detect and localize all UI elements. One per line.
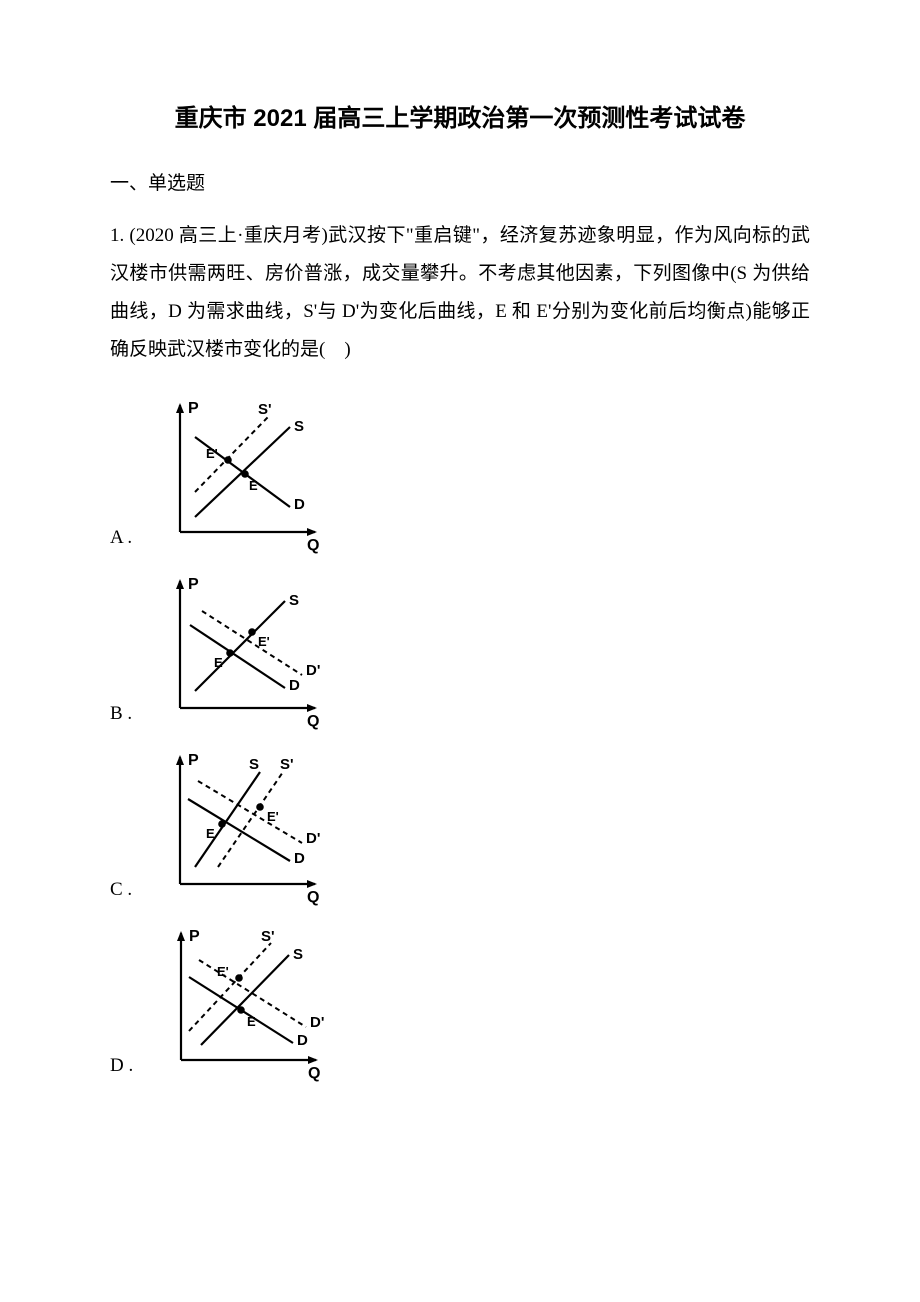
option-row: A . P Q S S' D E E' (110, 387, 810, 557)
svg-text:D: D (294, 850, 305, 867)
page-title: 重庆市 2021 届高三上学期政治第一次预测性考试试卷 (110, 100, 810, 138)
svg-text:D: D (294, 496, 305, 513)
options-container: A .PQSS'DEE'B .PQSDD'EE'C .PQSS'DD'EE'D … (110, 387, 810, 1085)
svg-text:D: D (289, 677, 300, 694)
svg-text:D: D (297, 1032, 308, 1049)
option-row: C . P Q S S' DD' E E' (110, 739, 810, 909)
svg-text:P: P (189, 928, 200, 945)
option-row: B . P Q S D D' E E' (110, 563, 810, 733)
svg-text:E: E (214, 655, 223, 670)
svg-text:Q: Q (307, 537, 319, 554)
option-label: B . (110, 703, 132, 733)
svg-text:S: S (249, 756, 259, 773)
option-label: A . (110, 527, 132, 557)
svg-text:E: E (206, 826, 215, 841)
svg-text:Q: Q (308, 1065, 320, 1082)
question-stem: 1. (2020 高三上·重庆月考)武汉按下"重启键"，经济复苏迹象明显，作为风… (110, 217, 810, 369)
supply-demand-chart: P Q S S' DD' E E' (141, 915, 341, 1085)
svg-text:S: S (294, 418, 304, 435)
svg-text:P: P (188, 400, 199, 417)
svg-text:E: E (247, 1014, 256, 1029)
section-heading: 一、单选题 (110, 168, 810, 195)
supply-demand-chart: P Q S S' D E E' (140, 387, 340, 557)
svg-text:S: S (293, 946, 303, 963)
svg-text:E': E' (217, 964, 229, 979)
svg-text:D': D' (310, 1014, 324, 1031)
supply-demand-chart: P Q S D D' E E' (140, 563, 340, 733)
svg-text:S': S' (258, 401, 272, 418)
svg-text:S: S (289, 592, 299, 609)
svg-text:E': E' (258, 634, 270, 649)
svg-text:E: E (249, 478, 258, 493)
svg-text:E': E' (267, 809, 279, 824)
svg-text:S': S' (261, 928, 275, 945)
svg-text:P: P (188, 576, 199, 593)
svg-text:Q: Q (307, 713, 319, 730)
svg-text:D': D' (306, 830, 320, 847)
supply-demand-chart: P Q S S' DD' E E' (140, 739, 340, 909)
svg-text:S': S' (280, 756, 294, 773)
option-label: C . (110, 879, 132, 909)
svg-text:D': D' (306, 662, 320, 679)
option-label: D . (110, 1055, 133, 1085)
svg-text:P: P (188, 752, 199, 769)
option-row: D . P Q S S' DD' E E' (110, 915, 810, 1085)
svg-text:E': E' (206, 446, 218, 461)
svg-text:Q: Q (307, 889, 319, 906)
